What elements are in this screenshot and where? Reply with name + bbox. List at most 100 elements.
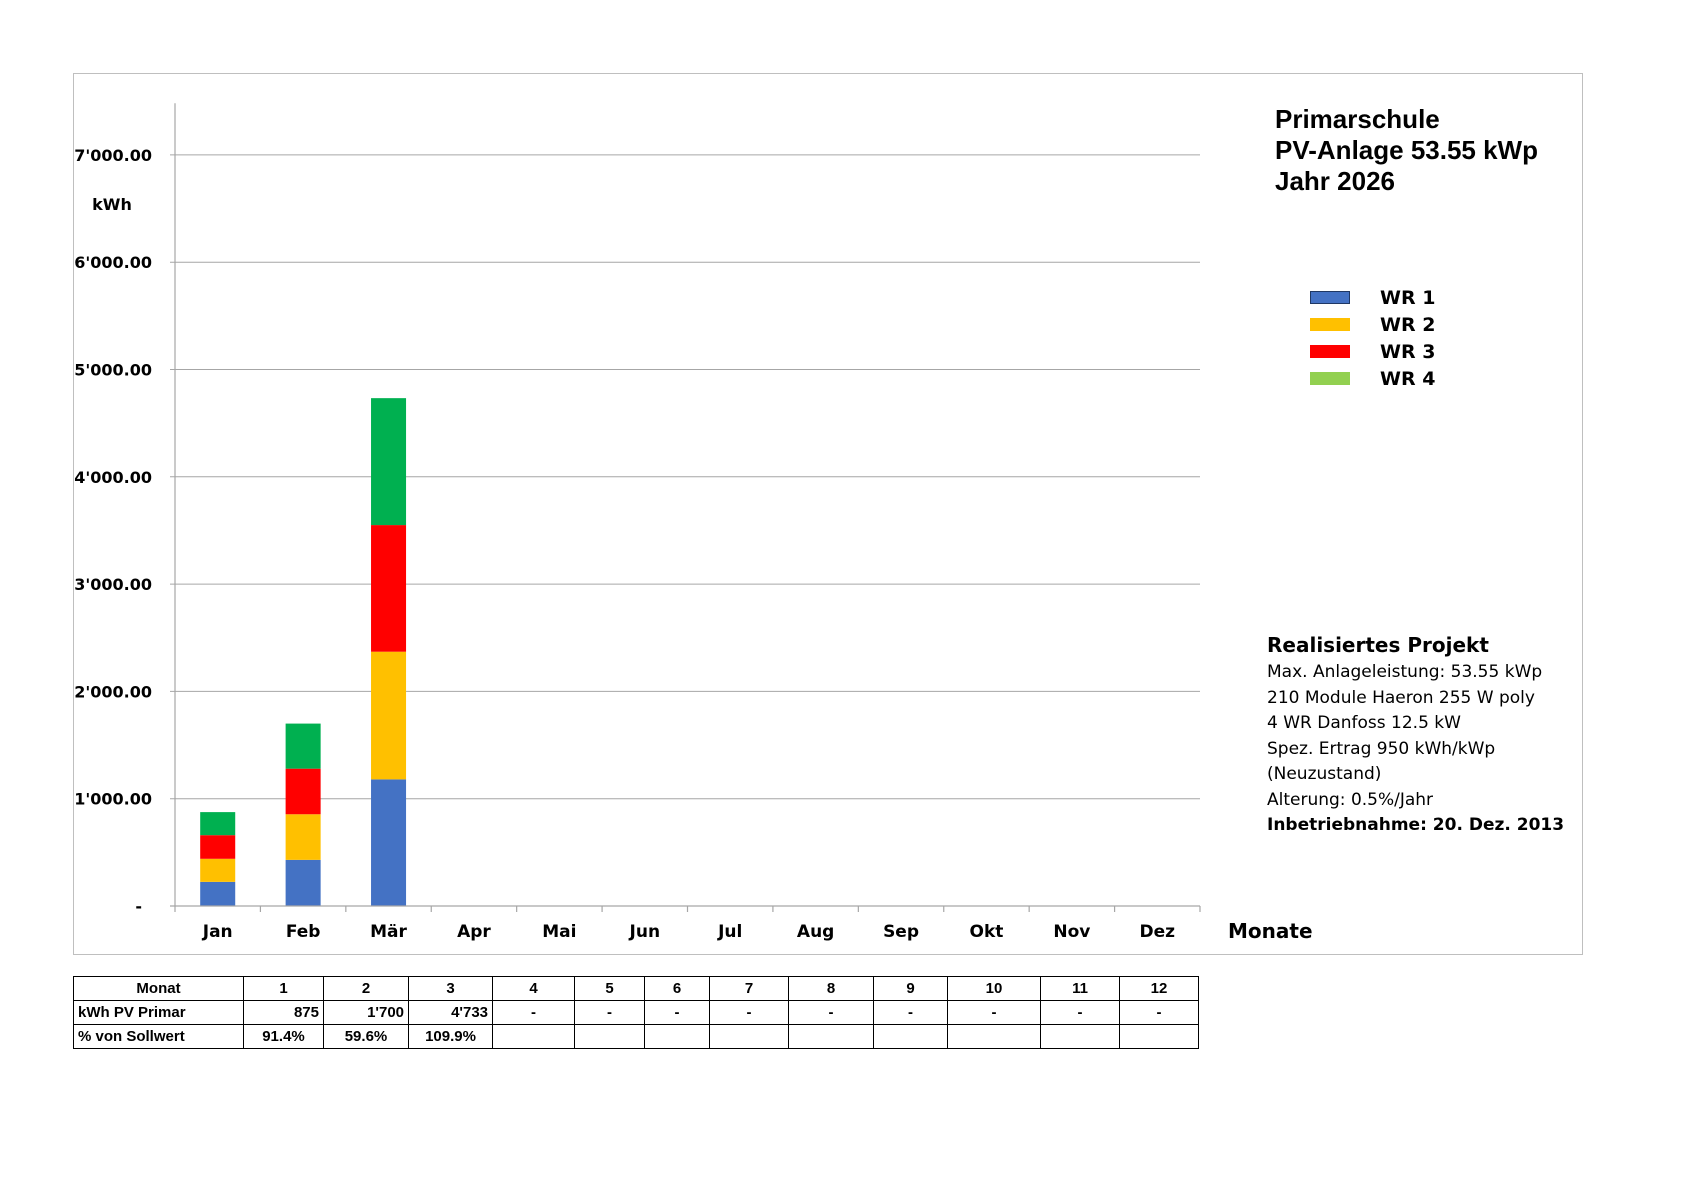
chart-title: Primarschule PV-Anlage 53.55 kWp Jahr 20… <box>1275 104 1538 197</box>
bar-segment-wr1 <box>371 779 407 906</box>
bar-segment-wr4 <box>200 812 236 836</box>
bar-segment-wr3 <box>285 768 321 815</box>
table-month-cell: 12 <box>1119 976 1199 1001</box>
project-info: Realisiertes Projekt Max. Anlageleistung… <box>1267 630 1564 839</box>
legend-label-wr4: WR 4 <box>1380 367 1436 390</box>
table-row-label: kWh PV Primar <box>73 1000 244 1025</box>
project-line-inverters: 4 WR Danfoss 12.5 kW <box>1267 713 1461 733</box>
project-line-power: Max. Anlageleistung: 53.55 kWp <box>1267 662 1543 682</box>
legend-swatch-wr4 <box>1310 372 1350 385</box>
table-kwh-cell: - <box>873 1000 948 1025</box>
table-kwh-cell: - <box>947 1000 1041 1025</box>
legend-label-wr1: WR 1 <box>1380 286 1436 309</box>
y-tick-label: 4'000.00 <box>74 468 152 487</box>
table-month-cell: 3 <box>408 976 493 1001</box>
grid-lines <box>170 154 1200 800</box>
y-axis-label: kWh <box>92 195 132 214</box>
x-tick-label: Nov <box>1053 922 1090 942</box>
x-axis-label: Monate <box>1228 919 1313 943</box>
bar-segment-wr3 <box>371 525 407 652</box>
x-tick-label: Apr <box>457 922 491 942</box>
table-month-cell: 7 <box>709 976 789 1001</box>
table-kwh-cell: - <box>1040 1000 1120 1025</box>
bar-segment-wr4 <box>371 398 407 526</box>
table-kwh-cell: - <box>709 1000 789 1025</box>
table-month-cell: 2 <box>323 976 409 1001</box>
legend-item-wr4: WR 4 <box>1310 365 1435 392</box>
project-line-yield: Spez. Ertrag 950 kWh/kWp <box>1267 738 1496 759</box>
x-tick-label: Aug <box>797 922 834 942</box>
legend: WR 1 WR 2 WR 3 WR 4 <box>1310 284 1435 392</box>
table-row-kwh: kWh PV Primar 875 1'700 4'733 - - - - - … <box>73 1000 1199 1025</box>
y-tick-label: 2'000.00 <box>74 682 152 701</box>
table-percent-cell <box>1040 1024 1120 1049</box>
legend-item-wr2: WR 2 <box>1310 311 1435 338</box>
x-tick-label: Mai <box>542 922 576 942</box>
x-tick-label: Dez <box>1140 922 1176 942</box>
table-percent-cell <box>1119 1024 1199 1049</box>
x-tick-label: Jun <box>629 922 661 942</box>
y-tick-label: 7'000.00 <box>74 146 152 165</box>
table-month-cell: 10 <box>947 976 1041 1001</box>
bar-segment-wr2 <box>371 651 407 780</box>
title-line-2: PV-Anlage 53.55 kWp <box>1275 135 1538 165</box>
table-month-cell: 1 <box>243 976 324 1001</box>
data-table: Monat 1 2 3 4 5 6 7 8 9 10 11 12 kWh PV … <box>73 976 1199 1049</box>
table-kwh-cell: 4'733 <box>408 1000 493 1025</box>
legend-item-wr3: WR 3 <box>1310 338 1435 365</box>
bars <box>200 398 407 906</box>
bar-segment-wr3 <box>200 835 236 859</box>
table-percent-cell <box>574 1024 645 1049</box>
x-tick-label: Okt <box>970 922 1004 942</box>
x-tick-label: Feb <box>286 922 321 942</box>
project-title: Realisiertes Projekt <box>1267 633 1489 657</box>
legend-label-wr3: WR 3 <box>1380 340 1436 363</box>
bar-segment-wr1 <box>200 881 236 906</box>
legend-swatch-wr2 <box>1310 318 1350 331</box>
legend-label-wr2: WR 2 <box>1380 313 1436 336</box>
x-tick-label: Jul <box>717 922 742 942</box>
table-row-label: Monat <box>73 976 244 1001</box>
table-kwh-cell: - <box>1119 1000 1199 1025</box>
table-kwh-cell: - <box>788 1000 874 1025</box>
chart-frame <box>73 73 1583 955</box>
table-percent-cell <box>644 1024 710 1049</box>
project-line-aging: Alterung: 0.5%/Jahr <box>1267 789 1434 810</box>
table-month-cell: 9 <box>873 976 948 1001</box>
axes <box>170 103 1201 912</box>
table-kwh-cell: 1'700 <box>323 1000 409 1025</box>
y-tick-label: 1'000.00 <box>74 790 152 809</box>
legend-item-wr1: WR 1 <box>1310 284 1435 311</box>
title-line-1: Primarschule <box>1275 104 1440 134</box>
y-tick-label: 5'000.00 <box>74 361 152 380</box>
table-kwh-cell: 875 <box>243 1000 324 1025</box>
axis-labels: kWh Monate - 1'000.00 2'000.00 3'000.00 4'00… <box>74 146 1312 943</box>
table-month-cell: 5 <box>574 976 645 1001</box>
legend-swatch-wr1 <box>1310 291 1350 304</box>
legend-swatch-wr3 <box>1310 345 1350 358</box>
y-tick-label: 6'000.00 <box>74 253 152 272</box>
table-percent-cell <box>788 1024 874 1049</box>
table-percent-cell: 109.9% <box>408 1024 493 1049</box>
table-kwh-cell: - <box>644 1000 710 1025</box>
x-tick-label: Mär <box>370 922 407 942</box>
title-line-3: Jahr 2026 <box>1275 166 1395 196</box>
table-percent-cell: 59.6% <box>323 1024 409 1049</box>
table-month-cell: 11 <box>1040 976 1120 1001</box>
table-kwh-cell: - <box>492 1000 575 1025</box>
project-line-condition: (Neuzustand) <box>1267 764 1382 784</box>
table-header-row: Monat 1 2 3 4 5 6 7 8 9 10 11 12 <box>73 976 1199 1001</box>
bar-segment-wr2 <box>200 858 236 882</box>
x-tick-label: Sep <box>883 922 919 942</box>
bar-segment-wr1 <box>285 859 321 906</box>
project-line-commissioning: Inbetriebnahme: 20. Dez. 2013 <box>1267 815 1565 835</box>
table-month-cell: 8 <box>788 976 874 1001</box>
x-tick-label: Jan <box>202 922 233 942</box>
table-percent-cell <box>873 1024 948 1049</box>
bar-segment-wr2 <box>285 814 321 860</box>
bar-segment-wr4 <box>285 723 321 769</box>
table-row-label: % von Sollwert <box>73 1024 244 1049</box>
table-percent-cell: 91.4% <box>243 1024 324 1049</box>
y-tick-label: - <box>135 897 142 916</box>
